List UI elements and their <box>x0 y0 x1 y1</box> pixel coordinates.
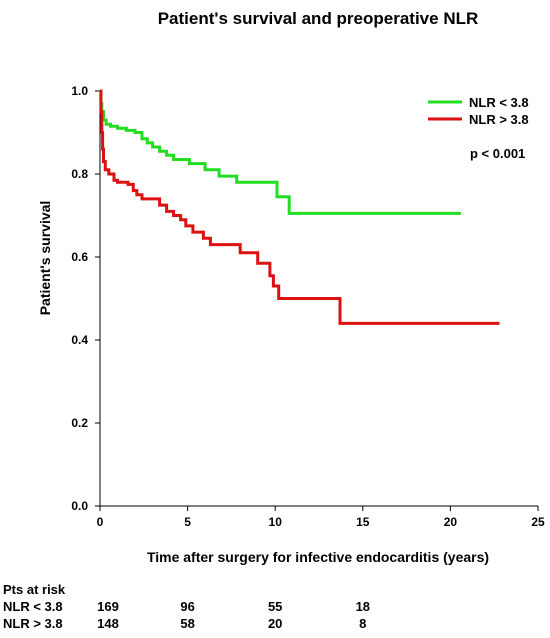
x-tick-label: 15 <box>356 515 370 529</box>
risk-value: 18 <box>355 599 371 614</box>
p-value-annotation: p < 0.001 <box>470 146 525 161</box>
y-tick-label: 0.4 <box>71 333 88 347</box>
risk-row-label-nlr-low: NLR < 3.8 <box>3 599 63 614</box>
risk-value: 169 <box>97 599 119 614</box>
legend: NLR < 3.8 NLR > 3.8 <box>428 95 529 127</box>
legend-label-0: NLR < 3.8 <box>469 95 529 110</box>
y-tick-label: 0.6 <box>71 250 88 264</box>
risk-row-label-nlr-high: NLR > 3.8 <box>3 616 63 631</box>
risk-value: 148 <box>97 616 119 631</box>
survival-chart: Patient's survival and preoperative NLR … <box>37 9 545 565</box>
chart-title: Patient's survival and preoperative NLR <box>158 9 479 28</box>
legend-label-1: NLR > 3.8 <box>469 112 529 127</box>
risk-table-header: Pts at risk <box>3 582 66 597</box>
y-axis-label: Patient's survival <box>37 201 53 316</box>
axes: 0 5 10 15 20 25 0.0 0.2 0.4 0.6 0.8 1.0 <box>71 84 545 529</box>
x-axis-label: Time after surgery for infective endocar… <box>147 549 489 565</box>
risk-value: 96 <box>180 599 195 614</box>
series-line-0 <box>99 89 461 215</box>
series-lines <box>99 89 500 325</box>
x-tick-label: 5 <box>184 515 191 529</box>
x-tick-label: 20 <box>444 515 458 529</box>
x-tick-label: 10 <box>269 515 283 529</box>
y-tick-label: 0.2 <box>71 416 88 430</box>
risk-value: 20 <box>267 616 283 631</box>
series-line-1 <box>99 89 500 325</box>
risk-value: 8 <box>359 616 367 631</box>
y-tick-label: 0.0 <box>71 499 88 513</box>
risk-value: 58 <box>180 616 195 631</box>
y-tick-label: 1.0 <box>71 84 88 98</box>
x-tick-label: 0 <box>97 515 104 529</box>
x-tick-label: 25 <box>531 515 545 529</box>
y-tick-label: 0.8 <box>71 167 88 181</box>
risk-value: 55 <box>267 599 283 614</box>
